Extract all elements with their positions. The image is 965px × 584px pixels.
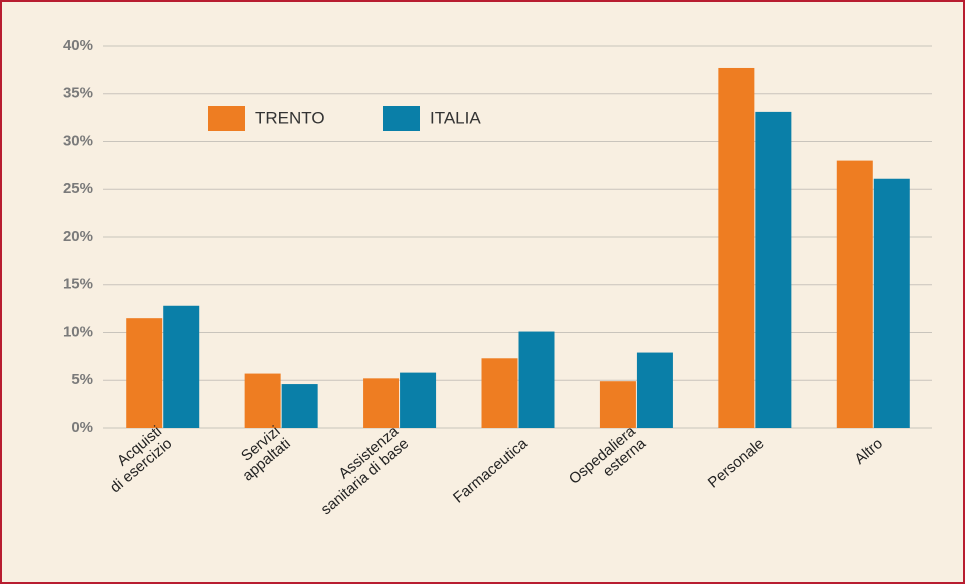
bar bbox=[244, 373, 281, 428]
bar bbox=[636, 352, 673, 428]
bar bbox=[126, 318, 163, 428]
legend-label: ITALIA bbox=[430, 108, 481, 127]
y-tick-label: 35% bbox=[63, 85, 93, 102]
bar bbox=[836, 160, 873, 428]
y-tick-label: 15% bbox=[63, 276, 93, 293]
y-tick-label: 20% bbox=[63, 228, 93, 245]
bar bbox=[481, 358, 518, 428]
y-tick-label: 40% bbox=[63, 37, 93, 54]
bar bbox=[281, 384, 318, 428]
y-tick-label: 25% bbox=[63, 180, 93, 197]
y-tick-label: 10% bbox=[63, 323, 93, 340]
bar bbox=[599, 381, 636, 428]
bar bbox=[755, 111, 792, 429]
bar bbox=[873, 178, 910, 428]
bar bbox=[163, 305, 200, 428]
bar bbox=[400, 372, 437, 428]
y-tick-label: 30% bbox=[63, 132, 93, 149]
legend-swatch bbox=[208, 106, 245, 131]
y-tick-label: 5% bbox=[71, 371, 93, 388]
bar bbox=[363, 378, 400, 428]
legend-label: TRENTO bbox=[255, 108, 325, 127]
bar bbox=[518, 331, 555, 428]
bar bbox=[718, 67, 755, 428]
legend-swatch bbox=[383, 106, 420, 131]
y-tick-label: 0% bbox=[71, 419, 93, 436]
